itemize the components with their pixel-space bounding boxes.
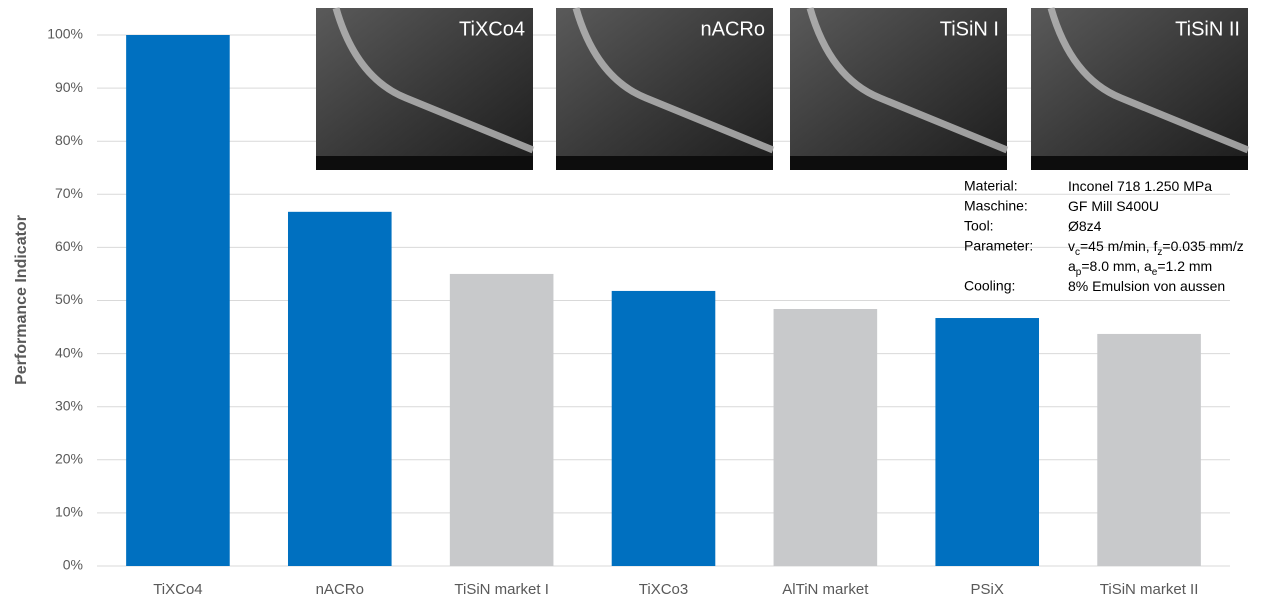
note-label: Parameter:	[964, 238, 1033, 254]
x-tick-label: AlTiN market	[782, 581, 869, 598]
image-label: TiSiN I	[940, 18, 999, 40]
x-tick-label: nACRo	[316, 581, 364, 598]
chart: Performance Indicator 0% 10% 20% 30% 40% 50% 6…	[0, 0, 1276, 600]
note-label: Cooling:	[964, 278, 1015, 294]
note-text: a	[1068, 258, 1076, 274]
y-axis-title: Performance Indicator	[13, 215, 30, 385]
note-text: GF Mill S400U	[1068, 198, 1159, 214]
y-tick-label: 70%	[55, 185, 83, 201]
sem-image: TiSiN II	[1031, 8, 1248, 170]
note-value: 8% Emulsion von aussen	[1068, 278, 1225, 294]
bar	[935, 318, 1039, 566]
note-value: Ø8z4	[1068, 218, 1102, 234]
image-info-bar	[316, 156, 533, 170]
sem-image: TiXCo4	[316, 8, 533, 170]
y-tick-label: 90%	[55, 79, 83, 95]
sem-image: TiSiN I	[790, 8, 1007, 170]
y-tick-label: 30%	[55, 397, 83, 413]
y-tick-label: 40%	[55, 344, 83, 360]
sem-image: nACRo	[556, 8, 773, 170]
image-label: TiXCo4	[459, 18, 525, 40]
image-label: nACRo	[701, 18, 765, 40]
image-info-bar	[790, 156, 1007, 170]
note-text: 8% Emulsion von aussen	[1068, 278, 1225, 294]
note-value: vc=45 m/min, fz=0.035 mm/z	[1068, 238, 1244, 258]
note-value: ap=8.0 mm, ae=1.2 mm	[1068, 258, 1212, 278]
y-tick-label: 0%	[63, 557, 83, 573]
note-text: =45 m/min, f	[1080, 238, 1158, 254]
page: Performance Indicator 0% 10% 20% 30% 40% 50% 6…	[0, 0, 1276, 600]
x-tick-label: TiSiN market II	[1100, 581, 1199, 598]
bar	[126, 35, 230, 566]
note-text: =1.2 mm	[1157, 258, 1212, 274]
note-text: =0.035 mm/z	[1162, 238, 1243, 254]
y-tick-label: 60%	[55, 238, 83, 254]
x-tick-label: TiXCo3	[639, 581, 688, 598]
note-label: Tool:	[964, 218, 994, 234]
note-text: =8.0 mm, a	[1081, 258, 1152, 274]
note-value: Inconel 718 1.250 MPa	[1068, 178, 1212, 194]
bar	[774, 309, 878, 566]
image-label: TiSiN II	[1175, 18, 1240, 40]
x-tick-label: PSiX	[971, 581, 1004, 598]
note-label: Material:	[964, 178, 1018, 194]
y-tick-label: 100%	[47, 26, 83, 42]
bar	[612, 291, 716, 566]
note-text: Ø8z4	[1068, 218, 1102, 234]
bar	[450, 274, 554, 566]
y-tick-label: 80%	[55, 132, 83, 148]
x-tick-label: TiSiN market I	[454, 581, 548, 598]
note-value: GF Mill S400U	[1068, 198, 1159, 214]
bar	[1097, 334, 1201, 566]
y-tick-label: 10%	[55, 504, 83, 520]
note-text: v	[1068, 238, 1075, 254]
note-text: Inconel 718 1.250 MPa	[1068, 178, 1212, 194]
image-info-bar	[556, 156, 773, 170]
image-info-bar	[1031, 156, 1248, 170]
bar	[288, 212, 392, 566]
y-tick-label: 50%	[55, 291, 83, 307]
x-tick-label: TiXCo4	[153, 581, 202, 598]
note-label: Maschine:	[964, 198, 1028, 214]
y-tick-label: 20%	[55, 451, 83, 467]
